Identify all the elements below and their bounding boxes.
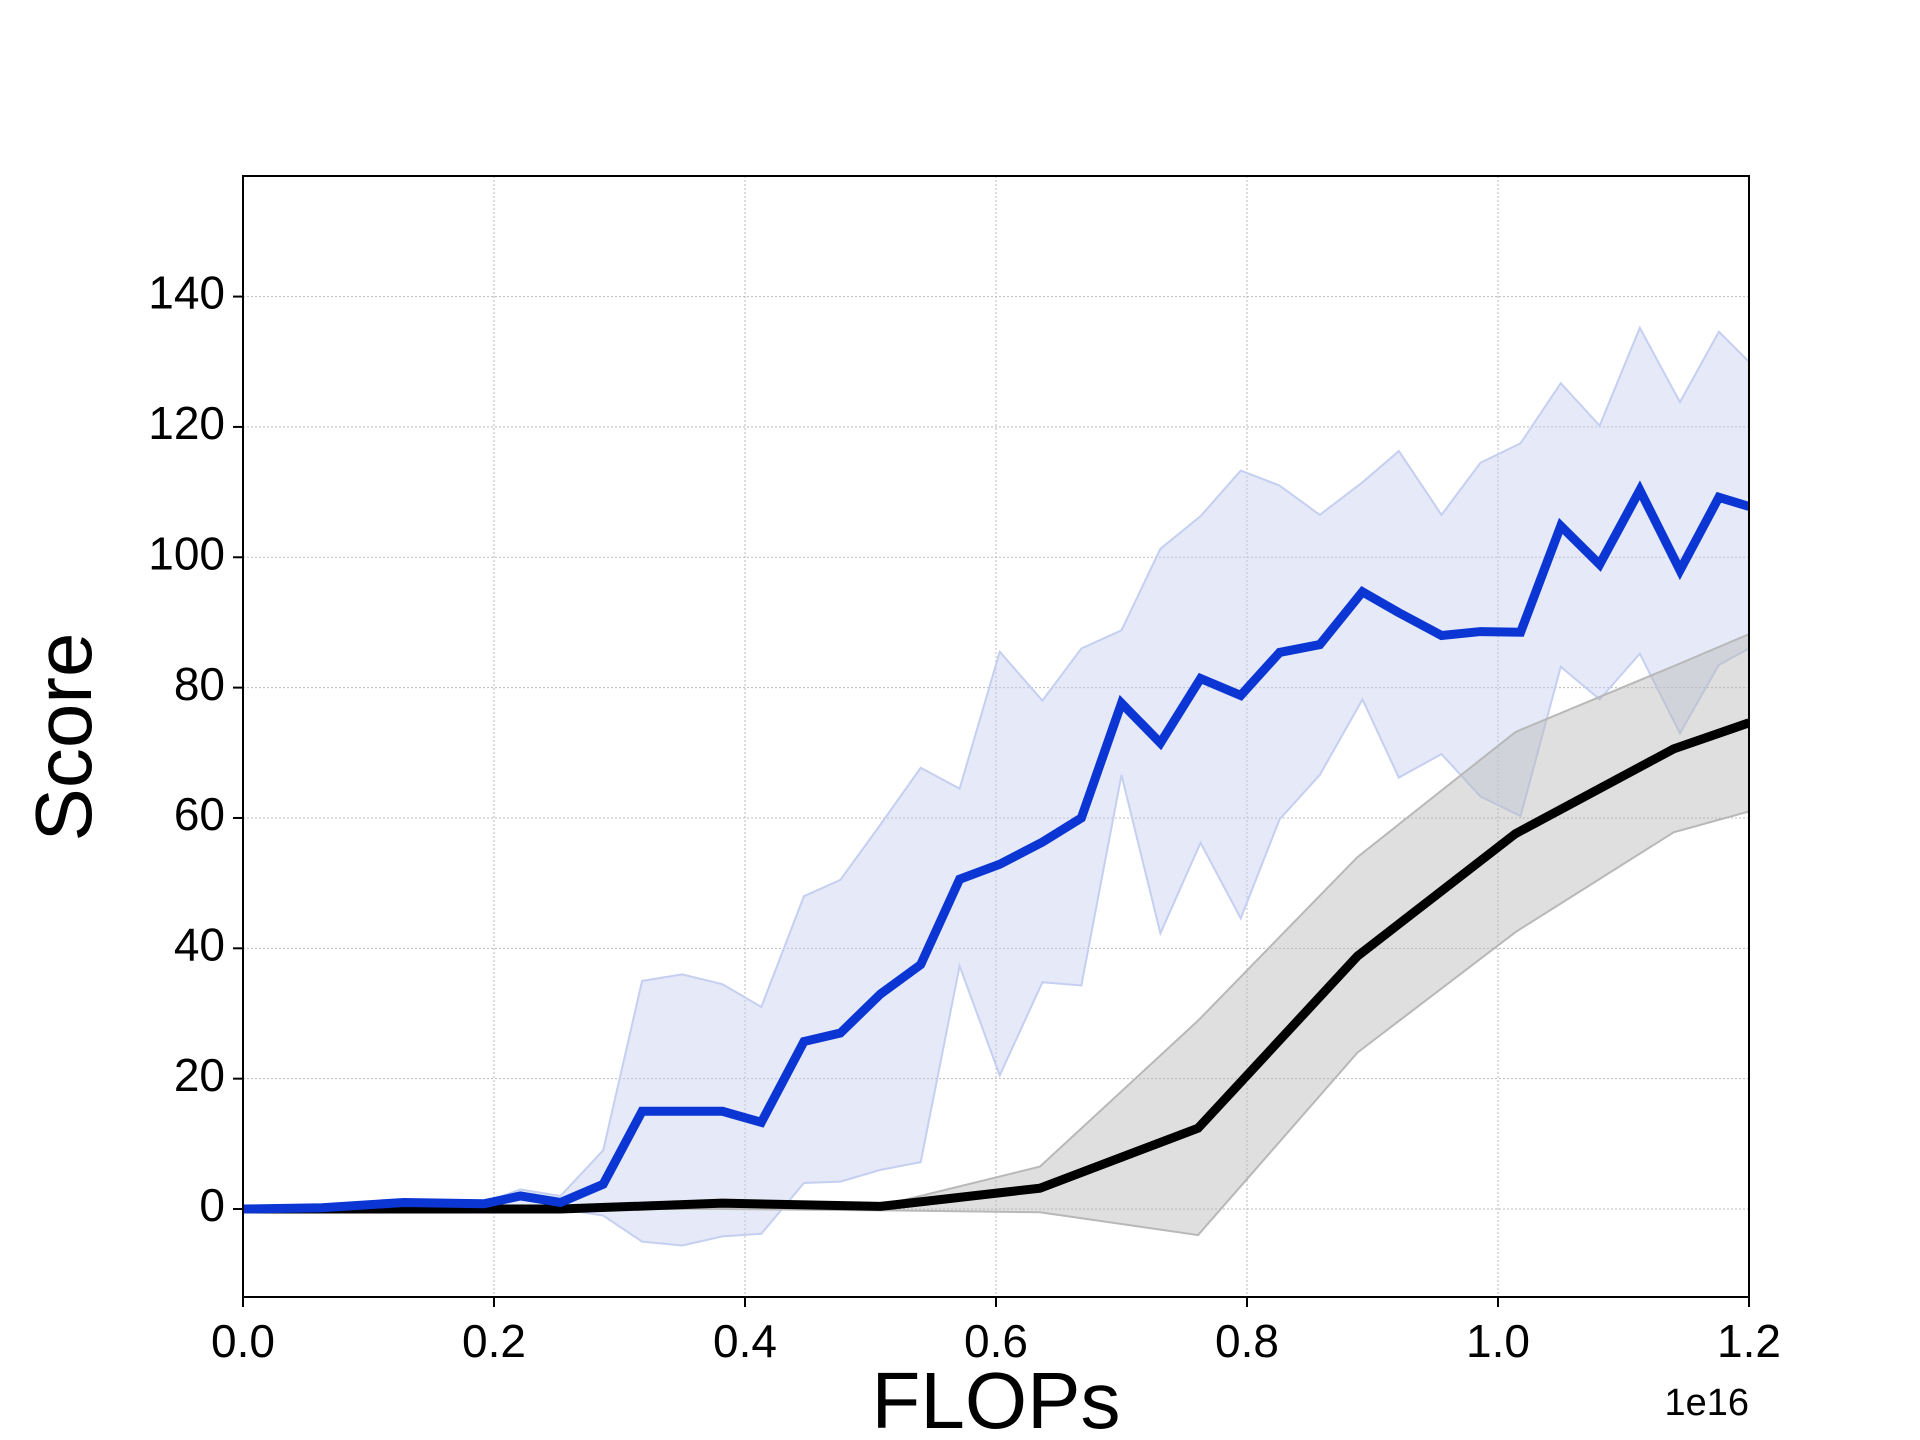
y-tick-label: 100 [148, 527, 225, 579]
y-tick-label: 60 [174, 788, 225, 840]
y-axis-title: Score [19, 633, 108, 842]
x-tick-label: 0.4 [713, 1315, 777, 1367]
line [243, 718, 1749, 1214]
y-tick-label: 120 [148, 397, 225, 449]
confidence-band [243, 325, 1749, 1247]
x-tick-label: 1.2 [1717, 1315, 1781, 1367]
y-tick-label: 80 [174, 658, 225, 710]
x-tick-label: 0.8 [1215, 1315, 1279, 1367]
x-axis-title: FLOPs [872, 1356, 1121, 1440]
x-tick-label: 0.2 [462, 1315, 526, 1367]
y-tick-label: 40 [174, 918, 225, 970]
y-tick-label: 140 [148, 267, 225, 319]
plot-frame [242, 175, 1750, 1298]
x-offset-label: 1e16 [1664, 1382, 1749, 1424]
y-tick-label: 0 [199, 1179, 225, 1231]
x-tick-label: 0.0 [211, 1315, 275, 1367]
y-tick-label: 20 [174, 1049, 225, 1101]
x-tick-label: 0.6 [964, 1315, 1028, 1367]
line [243, 480, 1749, 1214]
x-tick-label: 1.0 [1466, 1315, 1530, 1367]
